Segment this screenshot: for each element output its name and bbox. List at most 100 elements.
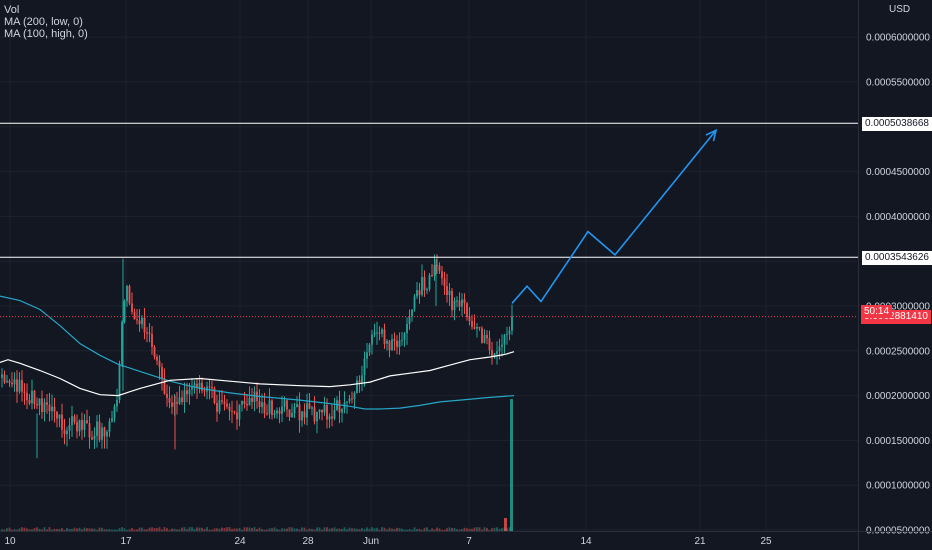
- candle-body: [283, 400, 286, 407]
- volume-bar: [93, 528, 96, 531]
- horizontal-levels[interactable]: [0, 122, 858, 318]
- candle-body: [451, 290, 453, 311]
- candle-body: [391, 339, 393, 351]
- grid-lines: [0, 0, 858, 531]
- volume-bar: [471, 528, 473, 531]
- volume-bar: [166, 528, 168, 531]
- candle-body: [318, 409, 321, 412]
- candle-body: [338, 400, 341, 413]
- volume-bar: [311, 528, 313, 531]
- candle-body: [366, 352, 368, 359]
- volume-bar: [176, 529, 178, 531]
- volume-bar: [346, 529, 348, 531]
- volume-bar: [391, 528, 393, 531]
- volume-bar: [123, 528, 126, 531]
- volume-bar: [116, 529, 118, 531]
- candle-body: [38, 398, 41, 406]
- candle-body: [423, 277, 426, 291]
- candle-body: [303, 411, 306, 418]
- volume-bar: [348, 527, 351, 531]
- volume-bar: [336, 528, 338, 531]
- price-tick-label: 0.0005500000: [866, 77, 930, 88]
- legend-ma-200[interactable]: MA (200, low, 0): [4, 16, 83, 28]
- candle-body: [241, 400, 243, 405]
- projection-path[interactable]: [511, 128, 718, 304]
- volume-bar: [121, 527, 123, 531]
- candle-body: [308, 403, 311, 409]
- candle-body: [123, 300, 126, 323]
- candle-body: [418, 290, 421, 295]
- candle-body: [311, 407, 313, 409]
- legend-vol[interactable]: Vol: [4, 4, 20, 16]
- volume-bar: [81, 529, 83, 531]
- candle-body: [226, 403, 228, 407]
- currency-label: USD: [889, 4, 911, 15]
- volume-bar: [276, 528, 278, 531]
- volume-bar: [393, 528, 396, 531]
- volume-bar: [488, 529, 491, 531]
- candle-body: [383, 329, 386, 344]
- candle-body: [26, 393, 28, 401]
- volume-bar: [78, 527, 81, 531]
- volume-bar: [181, 527, 183, 531]
- candle-body: [251, 397, 253, 402]
- candle-body: [96, 421, 98, 436]
- candle-body: [321, 409, 323, 413]
- candle-body: [493, 353, 496, 357]
- time-axis[interactable]: 10 17 24 28 Jun 7 14 21 25: [0, 531, 932, 548]
- candle-body: [408, 316, 411, 325]
- volume-bar: [368, 528, 371, 531]
- candle-body: [431, 275, 433, 277]
- volume-bar: [293, 528, 296, 531]
- candle-body: [201, 382, 203, 391]
- projection-line: [511, 129, 717, 304]
- bar-countdown: 50:14: [861, 305, 893, 318]
- upper-level-price-tag: 0.0005038668: [861, 116, 932, 133]
- volume-bar: [218, 528, 221, 531]
- candle-body: [68, 425, 71, 431]
- candle-body: [446, 286, 448, 296]
- candle-body: [328, 416, 331, 420]
- volume-bar: [453, 528, 456, 531]
- candle-body: [223, 401, 226, 404]
- volume-bar: [353, 528, 356, 531]
- volume-bar: [163, 527, 166, 531]
- volume-bar: [28, 529, 31, 531]
- volume-bar: [341, 528, 343, 531]
- candle-body: [153, 346, 156, 357]
- candle-body: [156, 356, 158, 361]
- candle-body: [348, 398, 351, 402]
- legend-ma-100[interactable]: MA (100, high, 0): [4, 28, 88, 40]
- volume-bar: [466, 528, 468, 531]
- candle-body: [261, 402, 263, 408]
- volume-bar: [138, 527, 141, 531]
- volume-bar: [438, 528, 441, 531]
- candle-body: [106, 431, 108, 437]
- candle-body: [316, 411, 318, 422]
- volume-bar: [436, 527, 438, 531]
- volume-bar: [376, 527, 378, 531]
- volume-bar: [226, 527, 228, 531]
- candle-body: [198, 382, 201, 389]
- volume-bar: [91, 528, 93, 531]
- time-tick-label: 21: [694, 536, 706, 547]
- volume-bar: [331, 528, 333, 531]
- volume-bar: [326, 527, 328, 531]
- candle-body: [498, 346, 501, 352]
- volume-bar: [306, 529, 308, 531]
- volume-bar: [321, 529, 323, 531]
- volume-bar: [148, 527, 151, 531]
- candle-body: [458, 300, 461, 307]
- volume-bar: [156, 528, 158, 531]
- time-tick-label: 17: [120, 536, 132, 547]
- volume-bar: [481, 529, 483, 531]
- volume-bar: [381, 527, 383, 531]
- candle-body: [248, 397, 251, 406]
- volume-bar: [498, 528, 501, 531]
- candle-body: [456, 300, 458, 302]
- price-axis[interactable]: 0.0006000000 0.0005500000 0.0004500000 0.00…: [858, 0, 931, 550]
- volume-bar: [271, 528, 273, 531]
- candle-body: [231, 410, 233, 412]
- volume-bar: [126, 529, 128, 531]
